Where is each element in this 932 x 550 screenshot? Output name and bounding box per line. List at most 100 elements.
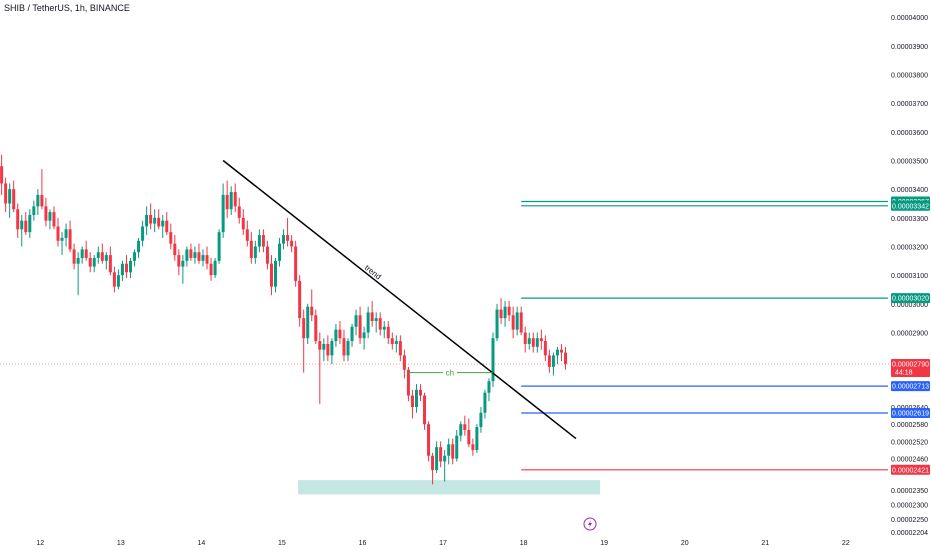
candle-body-137: [551, 355, 555, 367]
candle-body-87: [350, 326, 354, 342]
candle-body-88: [354, 315, 358, 327]
level-price-tag-5-bg: [891, 464, 930, 475]
candle-body-97: [390, 338, 394, 344]
candle-body-86: [346, 341, 350, 356]
candle-body-33: [133, 252, 137, 261]
candle-body-32: [129, 260, 132, 273]
candle-body-75: [302, 318, 306, 339]
candle-body-27: [108, 255, 112, 273]
candle-body-118: [475, 427, 479, 451]
candle-body-43: [173, 243, 177, 256]
candle-body-3: [12, 189, 16, 210]
y-tick-label-15: 0.00002460: [891, 457, 928, 464]
candle-body-59: [237, 206, 241, 218]
candle-body-62: [249, 240, 253, 258]
candle-body-95: [382, 326, 386, 330]
level-price-tag-5: 0.00002421: [892, 467, 929, 474]
candle-body-24: [96, 252, 100, 258]
candle-body-40: [161, 220, 165, 227]
y-tick-label-1: 0.00003900: [891, 44, 928, 51]
support-zone[interactable]: [298, 480, 601, 495]
candle-body-10: [40, 194, 44, 207]
x-tick-label-6: 18: [520, 540, 528, 547]
level-price-tag-4-bg: [891, 408, 930, 419]
candle-body-116: [467, 429, 471, 445]
candle-body-127: [511, 315, 515, 330]
candle-body-46: [185, 249, 189, 261]
candle-body-121: [487, 381, 491, 393]
candle-body-84: [338, 329, 342, 339]
candle-body-31: [124, 263, 128, 273]
x-tick-label-4: 16: [359, 540, 367, 547]
y-tick-label-8: 0.00003200: [891, 245, 928, 252]
y-tick-label-14: 0.00002520: [891, 439, 928, 446]
candle-body-68: [274, 260, 277, 287]
y-tick-label-3: 0.00003700: [891, 101, 928, 108]
candle-body-6: [24, 220, 28, 233]
candle-body-113: [455, 435, 459, 459]
candle-body-73: [294, 246, 298, 281]
candle-body-44: [177, 255, 181, 267]
level-price-tag-3-bg: [891, 381, 930, 392]
candle-body-19: [76, 257, 80, 264]
candle-body-70: [282, 235, 286, 244]
trend-line[interactable]: [222, 159, 577, 440]
y-tick-label-2: 0.00003800: [891, 73, 928, 80]
last-price-tag: 0.00002790: [892, 362, 929, 369]
candle-body-66: [265, 246, 269, 264]
x-tick-label-10: 22: [842, 540, 850, 547]
candle-body-98: [394, 341, 398, 344]
candle-body-107: [431, 455, 435, 471]
candle-body-72: [290, 240, 294, 247]
candle-body-38: [153, 217, 157, 224]
candle-body-104: [419, 389, 422, 396]
candle-body-102: [410, 395, 414, 408]
y-tick-label-5: 0.00003500: [891, 159, 928, 166]
candle-body-11: [44, 206, 48, 221]
y-tick-label-18: 0.00002250: [891, 517, 928, 524]
candle-body-39: [157, 217, 161, 227]
candle-body-80: [322, 343, 326, 350]
candle-body-123: [495, 309, 499, 339]
x-tick-label-2: 14: [197, 540, 205, 547]
candle-body-30: [120, 263, 124, 276]
candle-body-51: [205, 255, 209, 264]
candle-body-52: [209, 263, 213, 276]
level-price-tag-1-bg: [891, 200, 930, 211]
candle-body-42: [169, 232, 173, 244]
candle-body-56: [225, 194, 229, 210]
candle-body-21: [84, 249, 88, 258]
candle-body-139: [559, 349, 563, 353]
candle-body-82: [330, 341, 334, 356]
x-tick-label-1: 13: [117, 540, 125, 547]
candle-body-61: [245, 229, 249, 241]
candle-body-1: [4, 183, 8, 204]
candle-body-106: [427, 424, 431, 456]
y-tick-label-19: 0.00002204: [891, 530, 928, 537]
candle-body-99: [398, 341, 402, 356]
candle-body-117: [471, 444, 475, 451]
candle-body-96: [386, 326, 390, 339]
x-tick-label-3: 15: [278, 540, 286, 547]
candle-body-125: [503, 306, 507, 319]
candle-body-14: [56, 226, 60, 241]
candle-body-140: [564, 352, 567, 365]
candle-body-89: [358, 315, 362, 339]
candle-body-100: [402, 355, 406, 370]
candle-body-114: [459, 424, 463, 436]
candle-body-25: [100, 252, 104, 261]
candle-body-90: [362, 332, 366, 339]
candle-body-47: [189, 249, 193, 258]
candle-body-50: [201, 255, 205, 261]
candle-body-91: [366, 312, 370, 333]
candle-body-22: [88, 257, 92, 267]
candle-body-12: [48, 212, 52, 221]
candle-body-112: [451, 444, 455, 459]
level-price-tag-4: 0.00002619: [892, 411, 929, 418]
candle-body-79: [318, 341, 322, 350]
level-price-tag-2-bg: [891, 293, 930, 304]
candle-body-119: [479, 412, 483, 428]
candle-body-136: [547, 355, 551, 367]
x-tick-label-0: 12: [36, 540, 44, 547]
